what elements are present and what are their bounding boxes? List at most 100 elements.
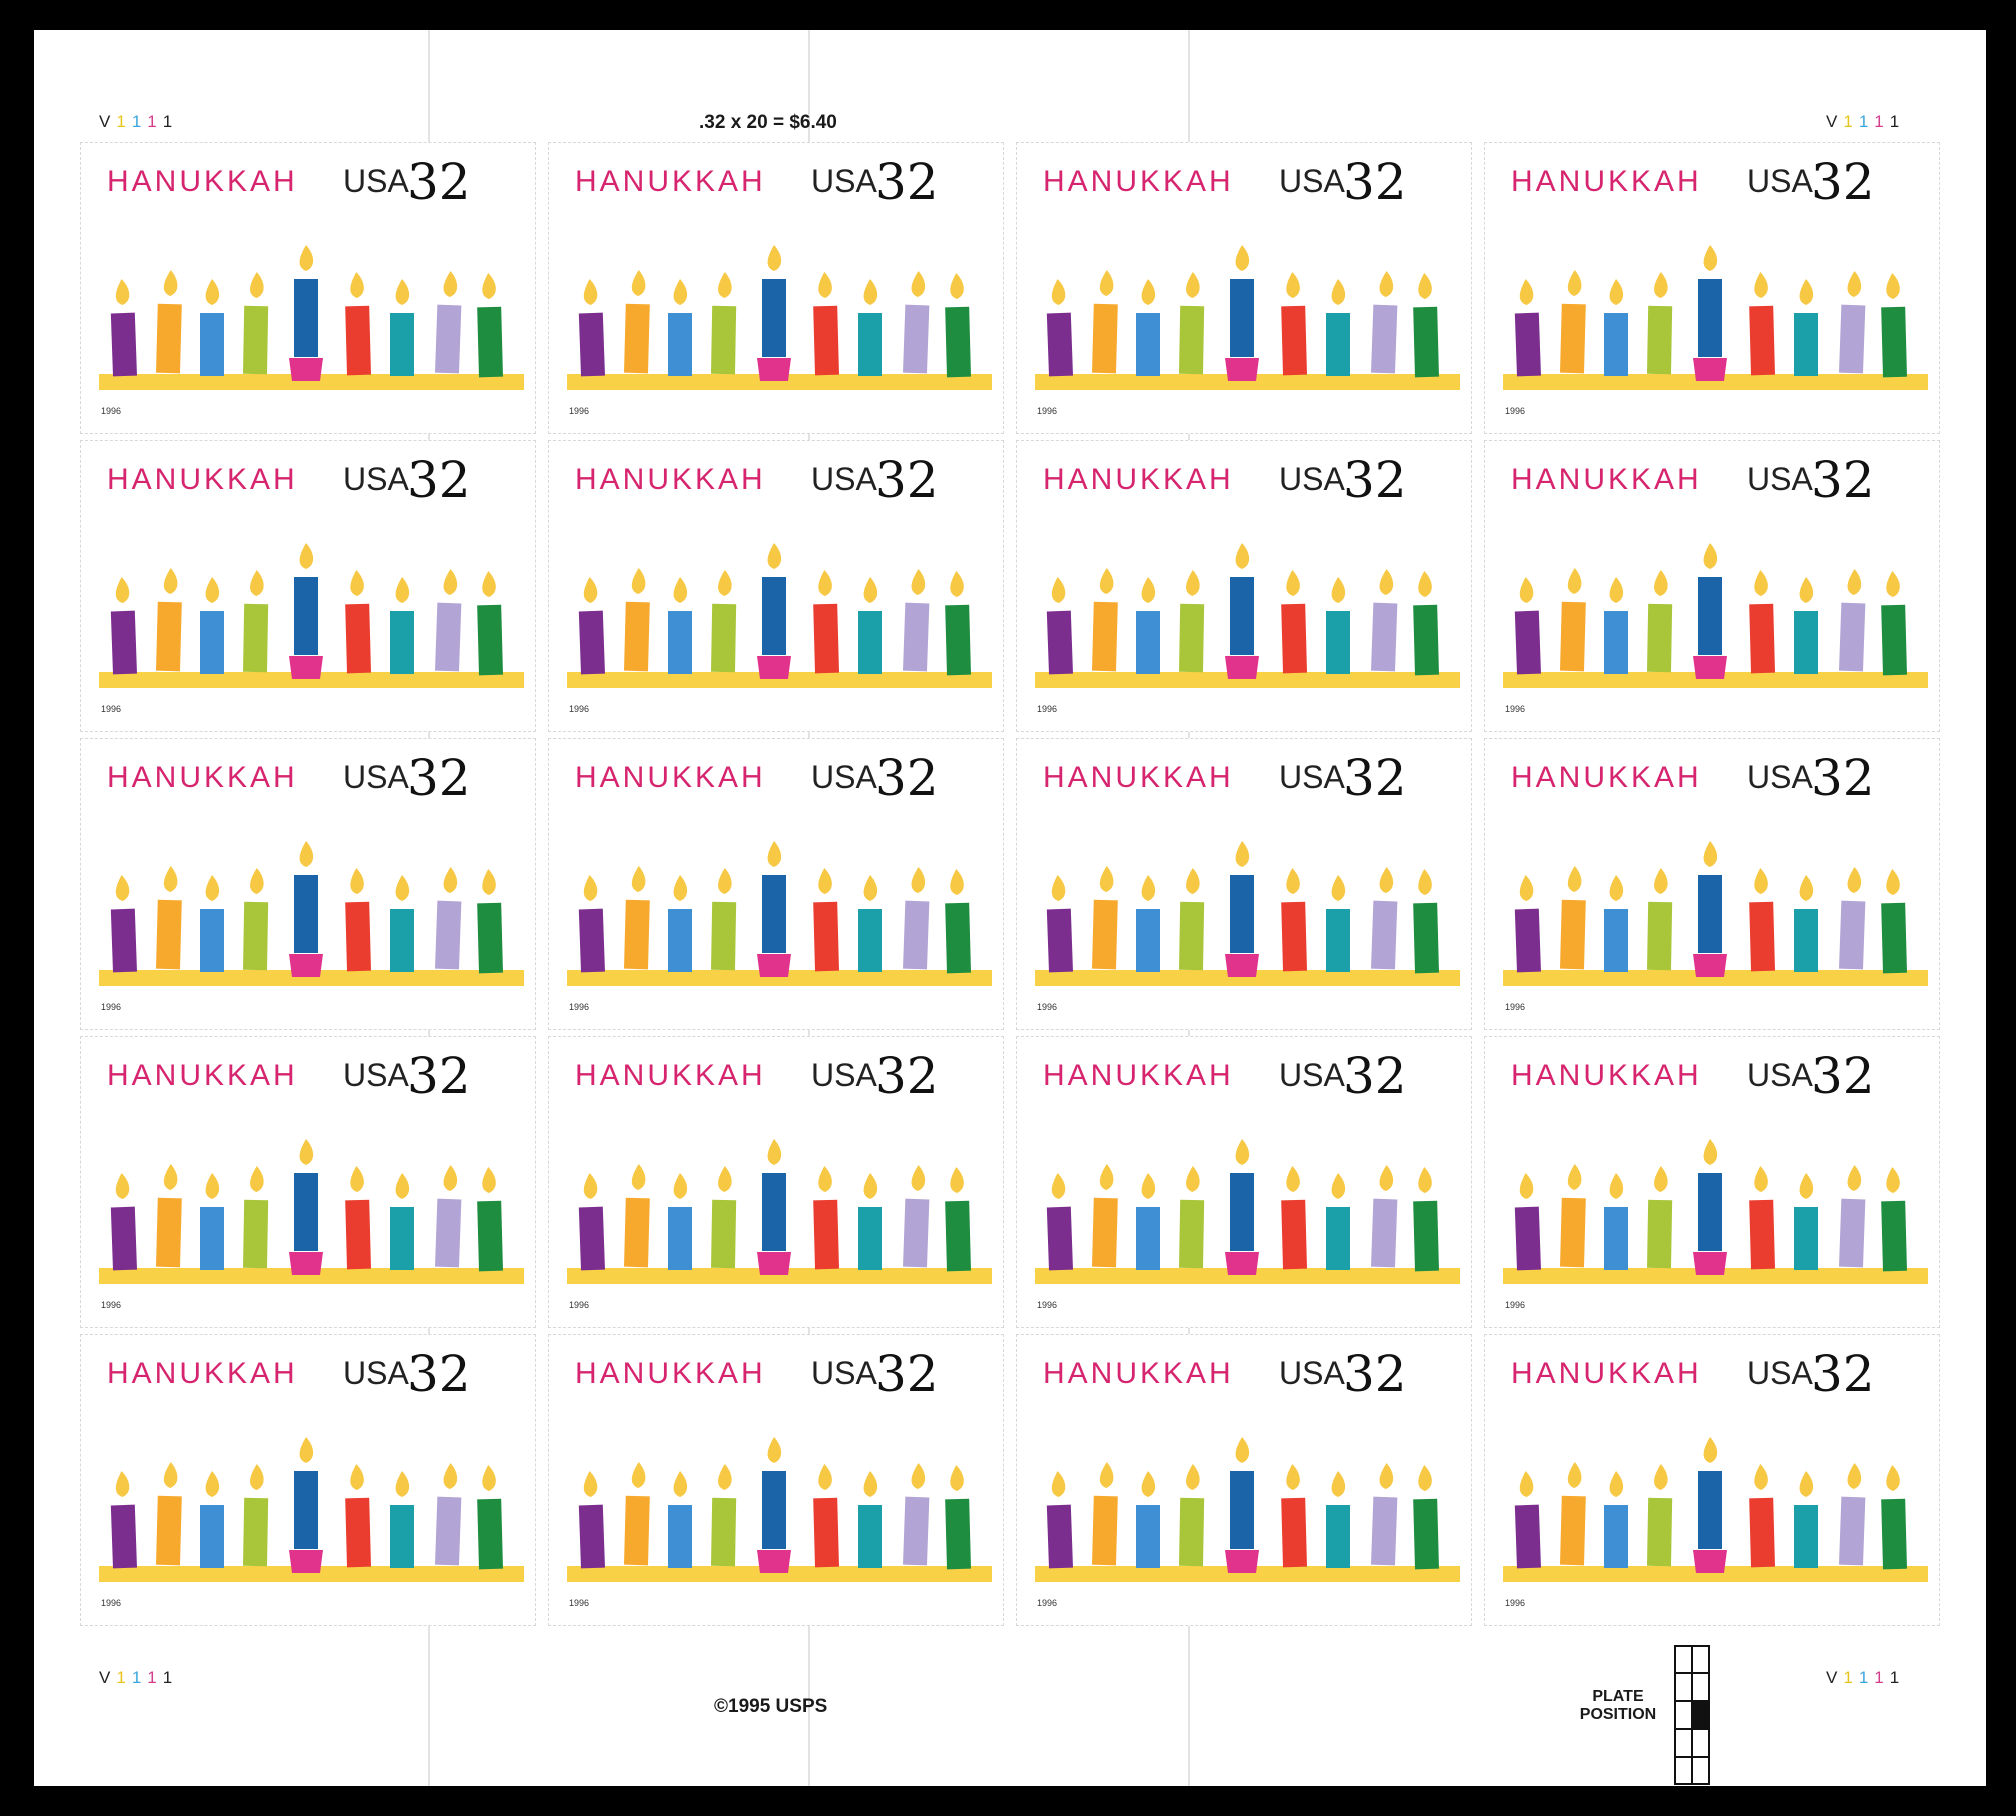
candle-body	[1092, 601, 1118, 672]
candle-body	[477, 1498, 503, 1570]
stamp-country: USA	[1747, 1355, 1813, 1391]
flame-icon	[299, 841, 314, 867]
candle-body	[1092, 1495, 1118, 1566]
shamash-holder	[757, 656, 791, 679]
flame-icon	[299, 245, 314, 271]
stamp[interactable]: HANUKKAH USA 32 1996	[1484, 1334, 1940, 1626]
flame-icon	[1235, 1139, 1250, 1165]
candle	[1647, 1464, 1673, 1567]
stamp-title: HANUKKAH	[1511, 1357, 1702, 1390]
candle	[1560, 1462, 1586, 1566]
flame-icon	[482, 1167, 496, 1194]
plate-digit: 1	[1889, 112, 1906, 131]
flame-icon	[1754, 272, 1768, 299]
menorah-candles-illustration	[1503, 1139, 1928, 1284]
stamp[interactable]: HANUKKAH USA 32 1996	[548, 738, 1004, 1030]
stamp[interactable]: HANUKKAH USA 32 1996	[80, 1334, 536, 1626]
stamp[interactable]: HANUKKAH USA 32 1996	[1016, 142, 1472, 434]
stamp[interactable]: HANUKKAH USA 32 1996	[80, 738, 536, 1030]
candle-body	[1371, 900, 1398, 970]
candle	[1281, 570, 1307, 674]
candle-body	[762, 279, 786, 357]
stamp[interactable]: HANUKKAH USA 32 1996	[80, 1036, 536, 1328]
menorah-candles-illustration	[1503, 543, 1928, 688]
stamp-denomination: 32	[1811, 749, 1875, 807]
stamp[interactable]: HANUKKAH USA 32 1996	[548, 440, 1004, 732]
plate-digit: 1	[147, 112, 163, 131]
flame-icon	[1235, 841, 1250, 867]
shamash-holder	[757, 358, 791, 381]
plate-letter: V	[99, 1668, 117, 1687]
candle	[813, 868, 839, 972]
candle-body	[903, 1496, 930, 1566]
candle-body	[1326, 909, 1350, 972]
candle-base	[99, 374, 524, 390]
flame-icon	[1886, 571, 1900, 598]
stamp[interactable]: HANUKKAH USA 32 1996	[548, 142, 1004, 434]
candle-body	[945, 306, 971, 378]
stamp[interactable]: HANUKKAH USA 32 1996	[548, 1334, 1004, 1626]
candle-body	[945, 1498, 971, 1570]
stamp[interactable]: HANUKKAH USA 32 1996	[548, 1036, 1004, 1328]
stamp-country: USA	[343, 759, 409, 795]
candle-body	[1046, 908, 1073, 973]
candle-body	[1794, 313, 1818, 376]
candle-body	[1560, 899, 1586, 970]
menorah-candles-illustration	[99, 245, 524, 390]
stamp[interactable]: HANUKKAH USA 32 1996	[80, 440, 536, 732]
flame-icon	[1235, 543, 1250, 569]
candle-body	[624, 601, 650, 672]
candle	[1749, 1166, 1775, 1270]
flame-icon	[673, 875, 688, 901]
candle	[1046, 1173, 1073, 1271]
flame-icon	[163, 1164, 178, 1191]
stamp-year: 1996	[1037, 406, 1058, 416]
stamp-year: 1996	[1037, 1598, 1058, 1608]
flame-icon	[115, 1173, 130, 1200]
stamp[interactable]: HANUKKAH USA 32 1996	[1484, 440, 1940, 732]
flame-icon	[1754, 570, 1768, 597]
stamp-title: HANUKKAH	[1043, 165, 1234, 198]
candle-body	[1413, 306, 1439, 378]
stamp[interactable]: HANUKKAH USA 32 1996	[1484, 1036, 1940, 1328]
candle	[110, 1173, 137, 1271]
stamp[interactable]: HANUKKAH USA 32 1996	[1016, 1036, 1472, 1328]
candle-body	[200, 1207, 224, 1270]
candle-body	[1046, 312, 1073, 377]
flame-icon	[673, 279, 688, 305]
stamp-country: USA	[1279, 759, 1345, 795]
stamp-country: USA	[1747, 163, 1813, 199]
candle-body	[1839, 304, 1866, 374]
candle-base	[99, 970, 524, 986]
candle	[243, 868, 269, 971]
stamp[interactable]: HANUKKAH USA 32 1996	[1484, 738, 1940, 1030]
candle	[1698, 1139, 1722, 1251]
flame-icon	[950, 1167, 964, 1194]
flame-icon	[115, 1471, 130, 1498]
flame-icon	[1609, 1471, 1624, 1497]
stamp-denomination: 32	[1343, 1345, 1407, 1403]
candle-body	[1698, 1173, 1722, 1251]
stamp[interactable]: HANUKKAH USA 32 1996	[1484, 142, 1940, 434]
stamp-title: HANUKKAH	[107, 761, 298, 794]
candle	[813, 1464, 839, 1568]
plate-digit: 1	[1889, 1668, 1906, 1687]
candle	[578, 279, 605, 377]
flame-icon	[583, 1173, 598, 1200]
candle-body	[435, 602, 462, 672]
candle-body	[345, 305, 371, 376]
stamp[interactable]: HANUKKAH USA 32 1996	[1016, 440, 1472, 732]
stamp[interactable]: HANUKKAH USA 32 1996	[1016, 738, 1472, 1030]
candle	[858, 1471, 882, 1568]
stamp-title: HANUKKAH	[1043, 1357, 1234, 1390]
shamash-holder	[757, 954, 791, 977]
candle	[762, 1437, 786, 1549]
stamp[interactable]: HANUKKAH USA 32 1996	[1016, 1334, 1472, 1626]
price-note: .32 x 20 = $6.40	[699, 112, 837, 133]
candle	[578, 577, 605, 675]
menorah-candles-illustration	[1503, 245, 1928, 390]
candle	[243, 272, 269, 375]
menorah-candles-illustration	[1035, 543, 1460, 688]
flame-icon	[950, 571, 964, 598]
stamp[interactable]: HANUKKAH USA 32 1996	[80, 142, 536, 434]
